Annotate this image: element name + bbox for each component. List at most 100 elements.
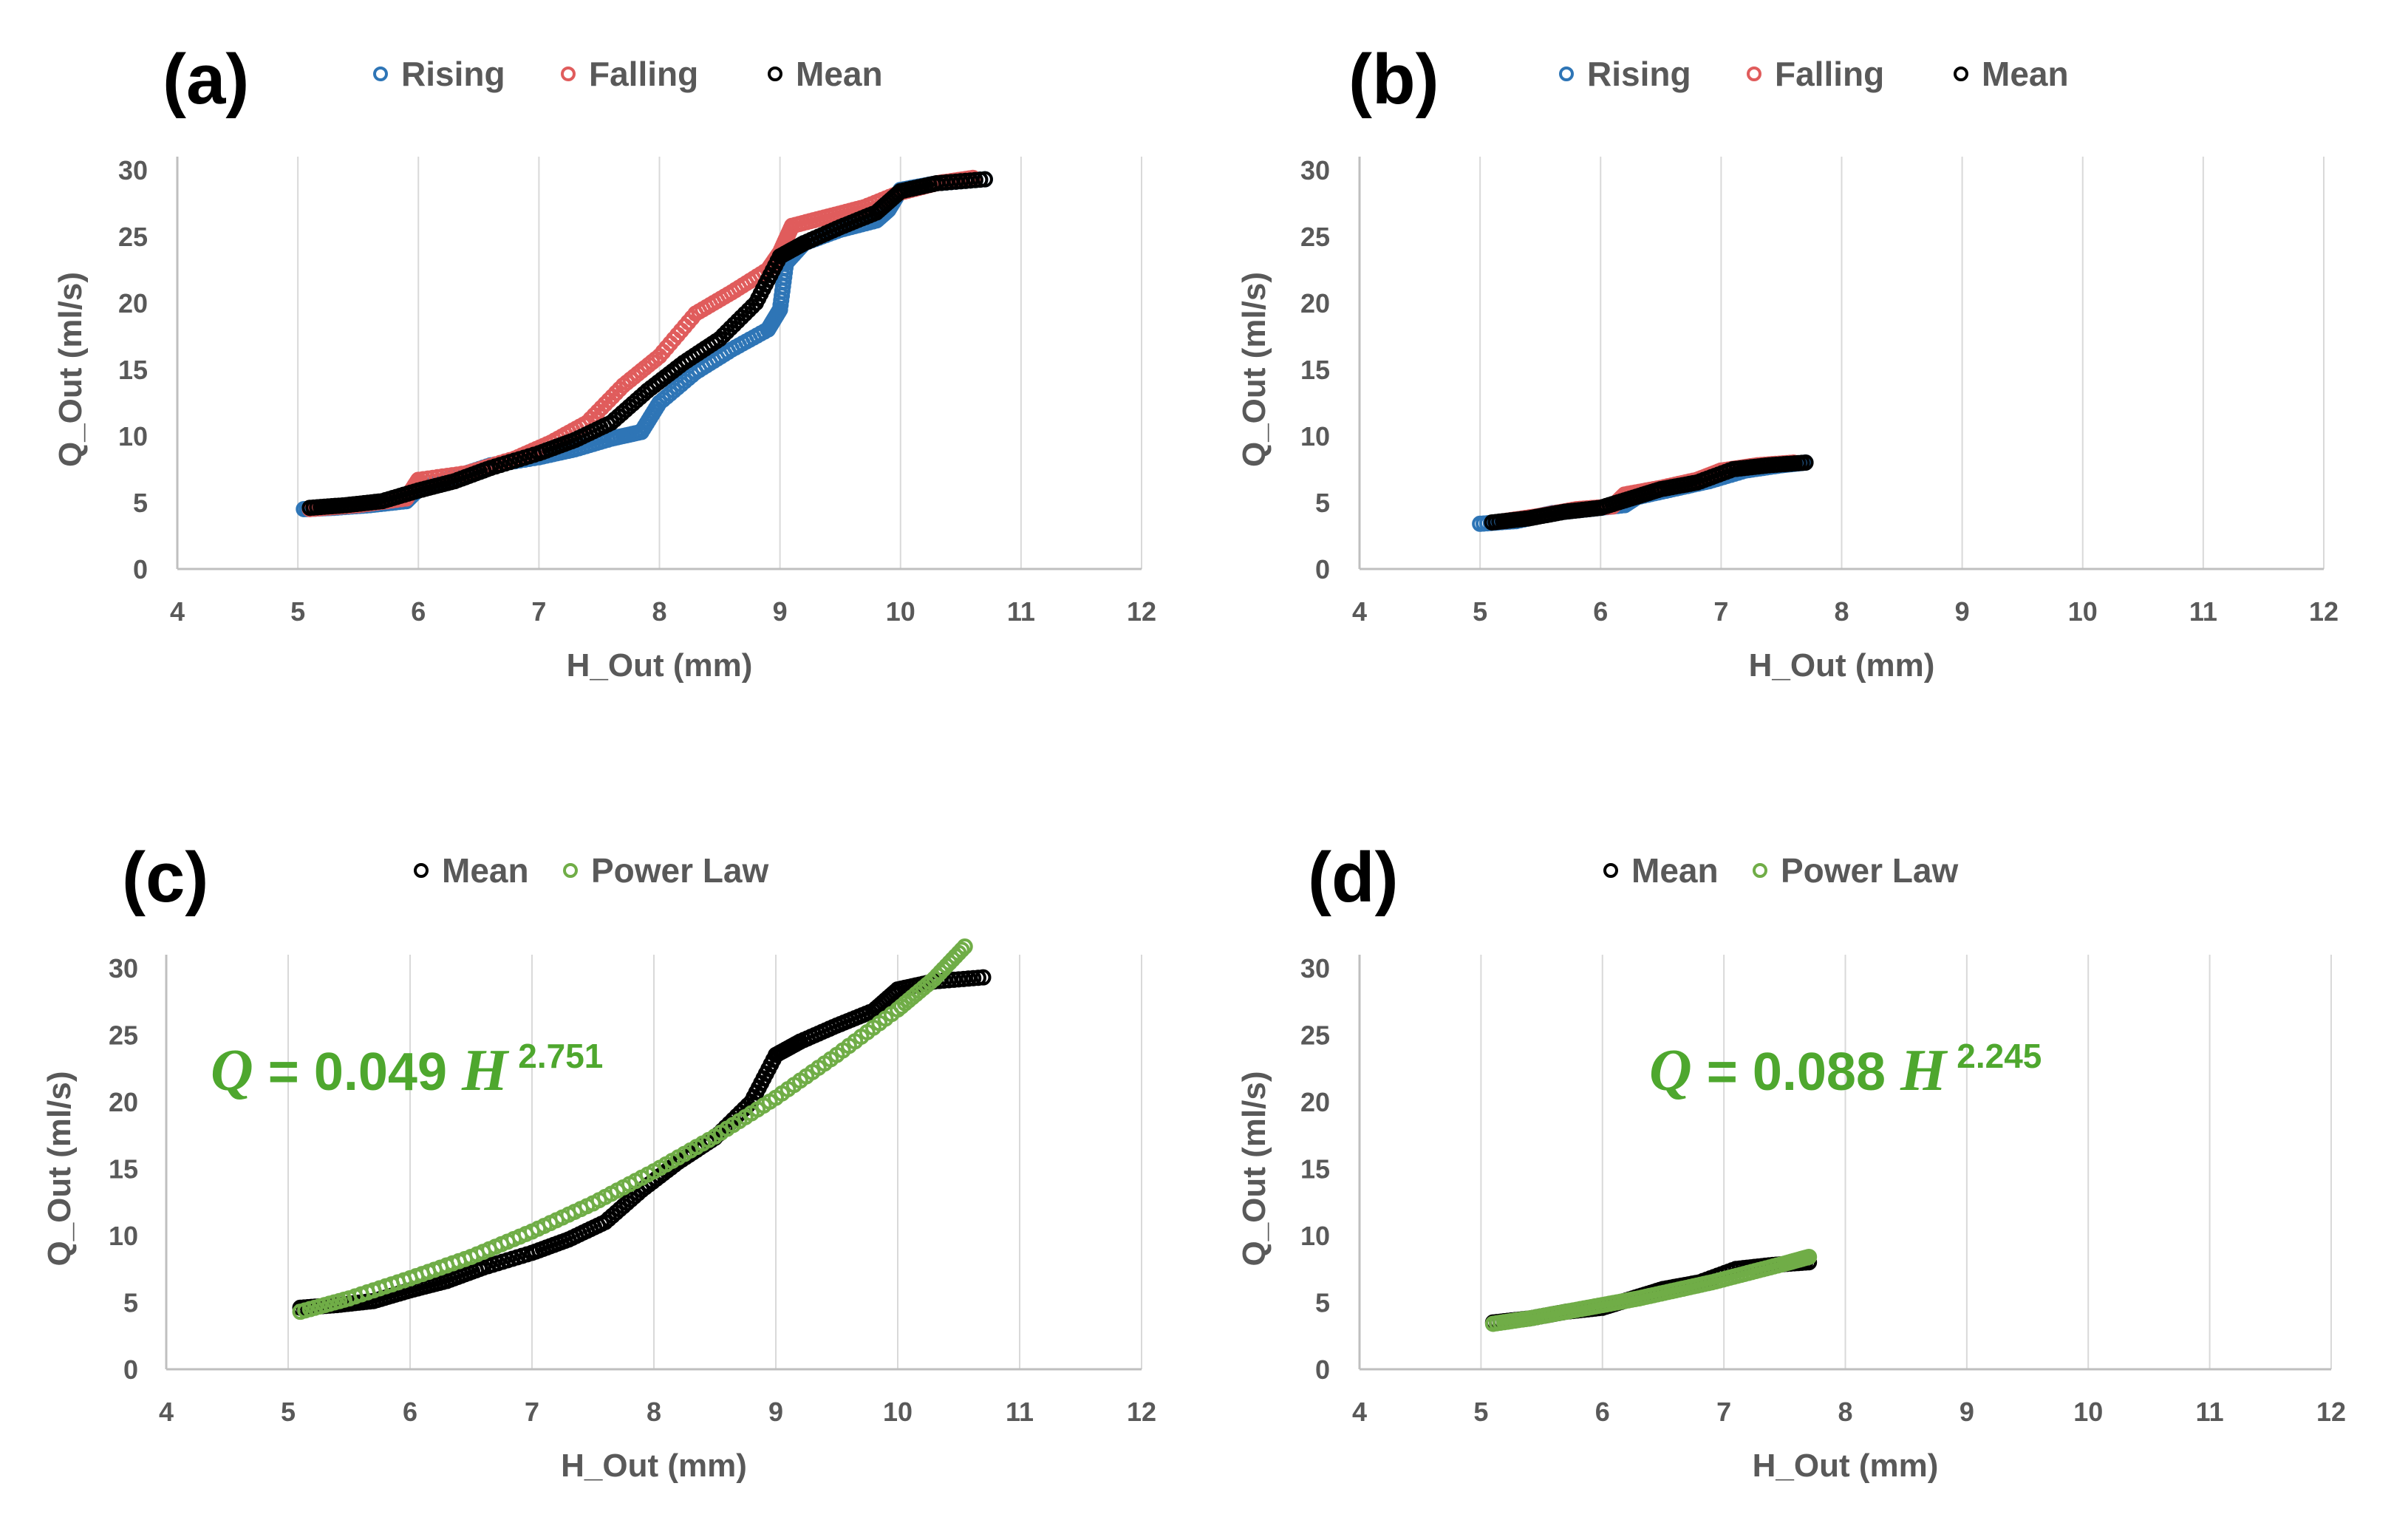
x-tick-label: 5 <box>290 596 305 627</box>
x-axis-title: H_Out (mm) <box>1749 647 1935 684</box>
panel-label: (c) <box>122 838 208 917</box>
y-tick-label: 0 <box>123 1354 138 1385</box>
y-tick-label: 20 <box>118 288 148 318</box>
x-tick-label: 11 <box>2196 1397 2224 1427</box>
y-tick-label: 0 <box>133 554 148 585</box>
x-tick-label: 4 <box>1352 596 1367 627</box>
x-tick-label: 10 <box>2073 1397 2103 1427</box>
legend-marker <box>563 863 578 878</box>
x-tick-label: 6 <box>1595 1397 1610 1427</box>
y-tick-label: 20 <box>1300 288 1330 318</box>
y-axis-title: Q_Out (ml/s) <box>1236 1071 1272 1266</box>
x-tick-label: 12 <box>2316 1397 2346 1427</box>
x-tick-label: 12 <box>2309 596 2339 627</box>
x-tick-label: 10 <box>883 1397 913 1427</box>
x-tick-label: 5 <box>1473 596 1487 627</box>
x-tick-label: 8 <box>652 596 666 627</box>
y-tick-label: 20 <box>109 1087 138 1117</box>
legend-marker <box>1753 863 1767 878</box>
chart-panel-3: (c) 4 5 6 7 8 9 10 11 12 0 5 10 15 20 25 30 H_Out (mm) Q_O… <box>41 838 1156 1484</box>
legend-marker <box>561 67 576 81</box>
y-tick-label: 5 <box>1315 1288 1330 1318</box>
y-tick-label: 15 <box>1300 1154 1330 1185</box>
x-tick-label: 5 <box>1473 1397 1488 1427</box>
legend-entry: Falling <box>1775 55 1884 93</box>
y-tick-label: 30 <box>1300 953 1330 984</box>
x-axis-title: H_Out (mm) <box>1753 1448 1939 1484</box>
legend-entry: Rising <box>1587 55 1691 93</box>
legend-entry: Mean <box>1631 851 1719 890</box>
y-tick-label: 0 <box>1315 554 1330 585</box>
legend-entry: Power Law <box>591 851 769 890</box>
y-tick-label: 30 <box>109 953 138 984</box>
x-tick-label: 7 <box>1716 1397 1731 1427</box>
x-tick-label: 12 <box>1127 1397 1156 1427</box>
equation-annotation: Q = 0.049 H 2.751 <box>211 1037 603 1103</box>
x-tick-label: 7 <box>531 596 546 627</box>
x-tick-label: 8 <box>647 1397 661 1427</box>
x-tick-label: 9 <box>773 596 788 627</box>
x-tick-label: 10 <box>2068 596 2098 627</box>
data-point <box>953 941 970 958</box>
y-tick-label: 25 <box>1300 1020 1330 1051</box>
y-tick-label: 20 <box>1300 1087 1330 1117</box>
x-tick-label: 5 <box>281 1397 296 1427</box>
y-tick-label: 25 <box>109 1020 138 1051</box>
y-tick-label: 5 <box>123 1288 138 1318</box>
y-axis-title: Q_Out (ml/s) <box>52 272 89 467</box>
y-tick-label: 0 <box>1315 1354 1330 1385</box>
legend-entry: Power Law <box>1781 851 1959 890</box>
y-tick-label: 25 <box>118 222 148 252</box>
legend-entry: Mean <box>796 55 883 93</box>
x-tick-label: 9 <box>768 1397 783 1427</box>
x-tick-label: 4 <box>1352 1397 1367 1427</box>
panel-label: (a) <box>163 40 249 119</box>
series-power-law <box>292 938 973 1320</box>
y-tick-label: 15 <box>118 355 148 385</box>
x-tick-label: 11 <box>2189 596 2217 627</box>
legend-entry: Falling <box>589 55 698 93</box>
legend-marker <box>1747 67 1761 81</box>
y-tick-label: 15 <box>109 1154 138 1185</box>
x-tick-label: 9 <box>1955 596 1970 627</box>
x-tick-label: 10 <box>886 596 915 627</box>
x-tick-label: 11 <box>1006 1397 1034 1427</box>
chart-panel-4: (d) 4 5 6 7 8 9 10 11 12 0 5 10 15 20 25 30 H_Out (mm) Q_O… <box>1236 838 2346 1484</box>
chart-panel-1: (a) 4 5 6 7 8 9 10 11 12 0 5 10 15 20 25 30 H_Out (mm) Q_O… <box>52 40 1156 684</box>
x-tick-label: 6 <box>411 596 426 627</box>
y-tick-label: 10 <box>1300 421 1330 451</box>
x-axis-title: H_Out (mm) <box>561 1448 747 1484</box>
legend-marker <box>1954 67 1968 81</box>
x-tick-label: 6 <box>403 1397 417 1427</box>
y-axis-title: Q_Out (ml/s) <box>41 1071 78 1266</box>
y-tick-label: 30 <box>118 155 148 185</box>
series-rising <box>296 171 993 517</box>
y-tick-label: 10 <box>118 421 148 451</box>
panel-label: (b) <box>1348 40 1439 119</box>
x-tick-label: 4 <box>159 1397 174 1427</box>
chart-panel-2: (b) 4 5 6 7 8 9 10 11 12 0 5 10 15 20 25 30 H_Out (mm) Q_O… <box>1236 40 2339 684</box>
legend-entry: Mean <box>1982 55 2069 93</box>
data-point <box>956 938 973 955</box>
legend-marker <box>1603 863 1618 878</box>
data-point <box>1797 454 1814 471</box>
x-axis-title: H_Out (mm) <box>567 647 753 684</box>
legend-marker <box>1559 67 1574 81</box>
x-tick-label: 7 <box>525 1397 539 1427</box>
y-tick-label: 5 <box>133 488 148 518</box>
data-point <box>975 969 992 986</box>
series-mean <box>1484 454 1814 531</box>
x-tick-label: 8 <box>1838 1397 1852 1427</box>
series-mean <box>301 171 993 517</box>
y-axis-title: Q_Out (ml/s) <box>1236 272 1272 467</box>
y-tick-label: 25 <box>1300 222 1330 252</box>
legend-marker <box>414 863 429 878</box>
data-point <box>976 171 993 188</box>
x-tick-label: 6 <box>1593 596 1608 627</box>
x-tick-label: 9 <box>1960 1397 1974 1427</box>
y-tick-label: 10 <box>1300 1221 1330 1251</box>
y-tick-label: 5 <box>1315 488 1330 518</box>
y-tick-label: 30 <box>1300 155 1330 185</box>
x-tick-label: 11 <box>1007 596 1035 627</box>
